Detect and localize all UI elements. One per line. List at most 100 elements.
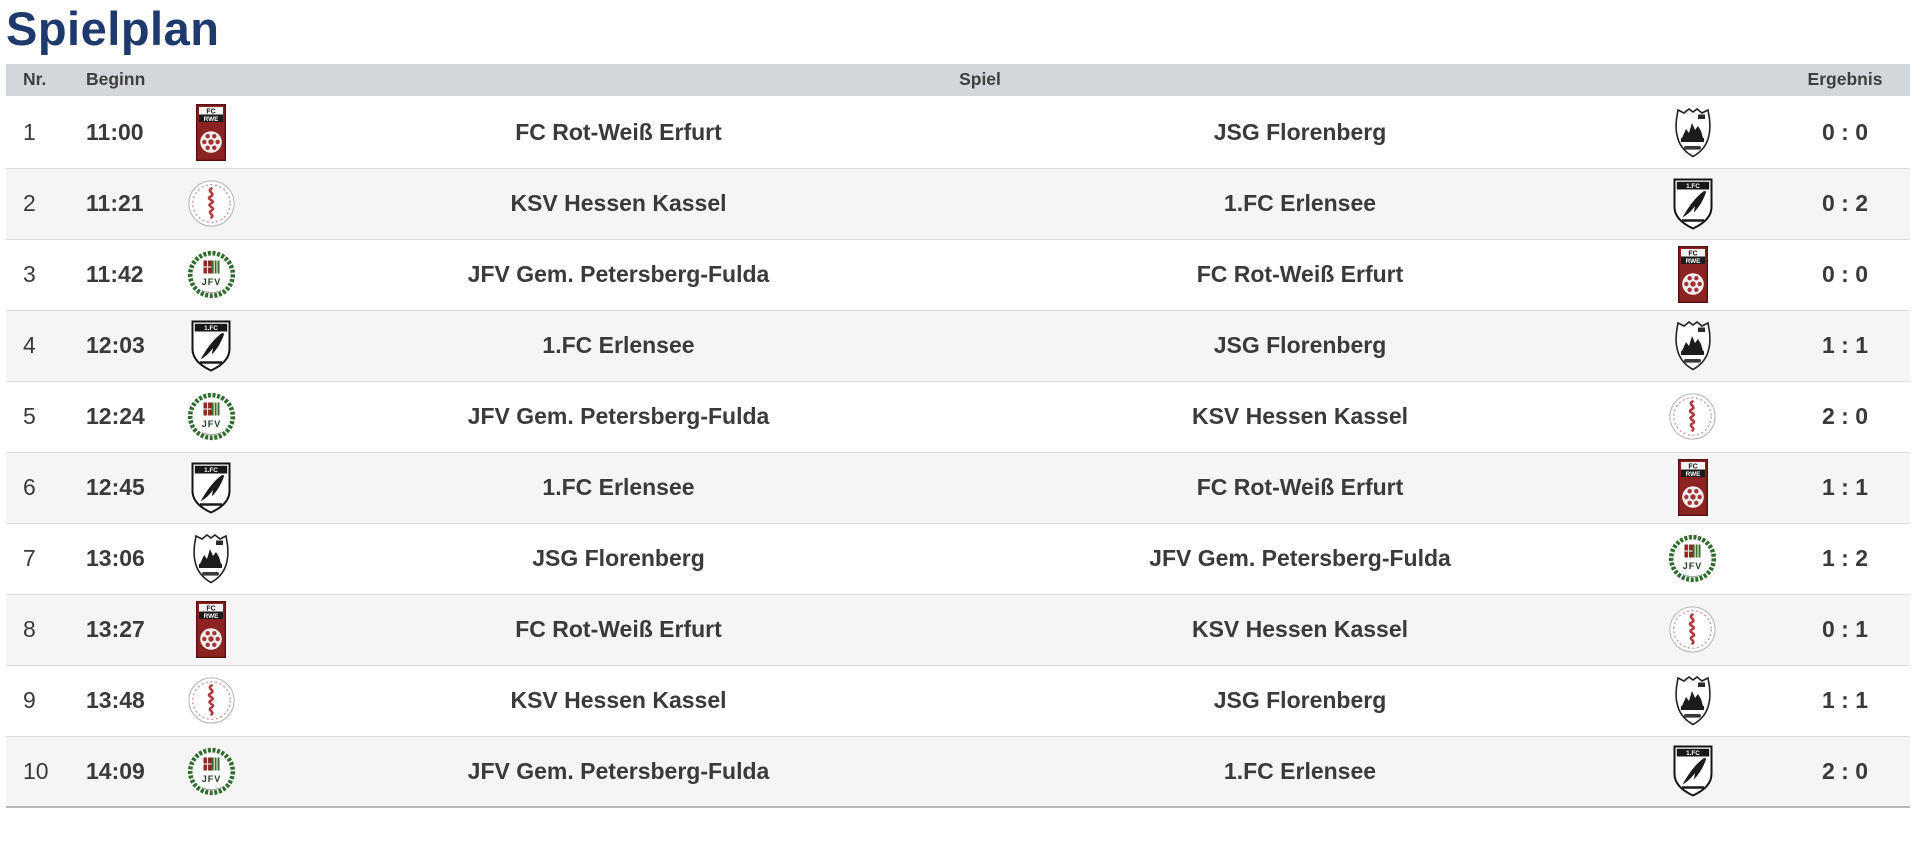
away-team-name: JFV Gem. Petersberg-Fulda: [1149, 545, 1451, 572]
table-row: 2 11:21 KSV Hessen Kassel 1.FC Erlensee …: [6, 168, 1910, 240]
header-ergebnis: Ergebnis: [1807, 69, 1883, 90]
home-team-name: KSV Hessen Kassel: [510, 687, 727, 714]
table-row: 4 12:03 1.FC 1.FC Erlensee JSG Florenber…: [6, 310, 1910, 382]
svg-text:1.FC: 1.FC: [1686, 750, 1700, 757]
table-header: Nr. Beginn Spiel Ergebnis: [6, 63, 1910, 98]
match-score: 1 : 2: [1821, 545, 1869, 572]
table-body: 1 11:00 FC RWE FC Rot-Weiß Erfurt JSG Flo…: [6, 97, 1910, 808]
svg-text:RWE: RWE: [1685, 471, 1701, 478]
match-score: 2 : 0: [1821, 757, 1869, 784]
away-team-name: 1.FC Erlensee: [1223, 757, 1377, 784]
match-time: 11:42: [86, 261, 144, 288]
home-team-name: JFV Gem. Petersberg-Fulda: [467, 757, 770, 784]
svg-text:1.FC: 1.FC: [1686, 183, 1700, 190]
away-team-badge-icon: [1605, 393, 1780, 440]
match-number: 2: [23, 190, 36, 217]
table-row: 9 13:48 KSV Hessen Kassel JSG Florenberg…: [6, 665, 1910, 737]
header-beginn: Beginn: [86, 69, 146, 90]
match-number: 4: [23, 332, 36, 359]
match-score: 2 : 0: [1821, 403, 1869, 430]
match-score: 0 : 1: [1821, 616, 1869, 643]
home-team-badge-icon: [180, 180, 242, 227]
match-score: 1 : 1: [1821, 687, 1869, 714]
home-team-name: FC Rot-Weiß Erfurt: [515, 119, 722, 146]
svg-text:RWE: RWE: [204, 116, 220, 123]
away-team-name: KSV Hessen Kassel: [1191, 616, 1409, 643]
page-title: Spielplan: [6, 2, 220, 55]
away-team-name: JSG Florenberg: [1213, 119, 1387, 146]
home-team-badge-icon: JFV: [180, 747, 242, 796]
home-team-badge-icon: JFV: [180, 392, 242, 441]
away-team-badge-icon: [1605, 606, 1780, 653]
away-team-name: KSV Hessen Kassel: [1191, 403, 1409, 430]
away-team-name: FC Rot-Weiß Erfurt: [1196, 474, 1404, 501]
match-score: 0 : 2: [1821, 190, 1869, 217]
match-score: 0 : 0: [1821, 119, 1869, 146]
header-nr: Nr.: [23, 69, 47, 90]
home-team-badge-icon: JFV: [180, 250, 242, 299]
match-time: 12:03: [86, 332, 145, 359]
match-score: 1 : 1: [1821, 474, 1869, 501]
table-row: 1 11:00 FC RWE FC Rot-Weiß Erfurt JSG Flo…: [6, 97, 1910, 169]
svg-text:1.FC: 1.FC: [204, 325, 218, 332]
away-team-name: JSG Florenberg: [1213, 332, 1387, 359]
table-row: 5 12:24 JFV JFV Gem. Petersberg-Fulda KS…: [6, 381, 1910, 453]
svg-text:JFV: JFV: [201, 419, 221, 429]
match-time: 12:45: [86, 474, 145, 501]
table-row: 3 11:42 JFV JFV Gem. Petersberg-Fulda FC…: [6, 239, 1910, 311]
match-number: 3: [23, 261, 36, 288]
match-number: 7: [23, 545, 36, 572]
match-time: 13:48: [86, 687, 145, 714]
home-team-name: 1.FC Erlensee: [542, 332, 695, 359]
match-time: 14:09: [86, 757, 145, 784]
away-team-badge-icon: 1.FC: [1605, 743, 1780, 799]
home-team-badge-icon: [180, 677, 242, 724]
away-team-badge-icon: JFV: [1605, 534, 1780, 583]
home-team-badge-icon: 1.FC: [180, 318, 242, 374]
away-team-name: JSG Florenberg: [1213, 687, 1387, 714]
svg-text:RWE: RWE: [204, 613, 220, 620]
table-row: 8 13:27 FC RWE FC Rot-Weiß Erfurt KSV Hes…: [6, 594, 1910, 666]
away-team-badge-icon: FC RWE: [1605, 459, 1780, 517]
page: Spielplan Nr. Beginn Spiel Ergebnis 1 11…: [6, 2, 1910, 808]
away-team-badge-icon: [1605, 318, 1780, 374]
match-score: 1 : 1: [1821, 332, 1869, 359]
header-spiel: Spiel: [959, 69, 1001, 90]
away-team-badge-icon: [1605, 673, 1780, 729]
home-team-badge-icon: 1.FC: [180, 460, 242, 516]
match-time: 12:24: [86, 403, 145, 430]
away-team-name: 1.FC Erlensee: [1223, 190, 1377, 217]
home-team-name: KSV Hessen Kassel: [510, 190, 727, 217]
svg-text:FC: FC: [206, 109, 215, 116]
away-team-badge-icon: [1605, 105, 1780, 161]
svg-text:FC: FC: [206, 606, 215, 613]
svg-text:JFV: JFV: [201, 277, 221, 287]
away-team-badge-icon: 1.FC: [1605, 176, 1780, 232]
home-team-name: JFV Gem. Petersberg-Fulda: [467, 261, 770, 288]
home-team-name: 1.FC Erlensee: [542, 474, 695, 501]
match-time: 11:00: [86, 119, 144, 146]
svg-text:FC: FC: [1688, 464, 1697, 471]
match-time: 13:27: [86, 616, 145, 643]
svg-text:JFV: JFV: [201, 774, 221, 784]
home-team-name: FC Rot-Weiß Erfurt: [515, 616, 722, 643]
svg-text:1.FC: 1.FC: [204, 467, 218, 474]
away-team-badge-icon: FC RWE: [1605, 246, 1780, 304]
home-team-name: JSG Florenberg: [532, 545, 705, 572]
match-number: 5: [23, 403, 36, 430]
table-row: 10 14:09 JFV JFV Gem. Petersberg-Fulda 1…: [6, 736, 1910, 808]
match-number: 10: [23, 757, 49, 784]
away-team-name: FC Rot-Weiß Erfurt: [1196, 261, 1404, 288]
home-team-badge-icon: [180, 531, 242, 587]
match-number: 8: [23, 616, 36, 643]
table-row: 6 12:45 1.FC 1.FC Erlensee FC Rot-Weiß E…: [6, 452, 1910, 524]
home-team-badge-icon: FC RWE: [180, 104, 242, 162]
match-time: 11:21: [86, 190, 144, 217]
match-time: 13:06: [86, 545, 145, 572]
svg-text:FC: FC: [1688, 251, 1697, 258]
match-number: 6: [23, 474, 36, 501]
match-number: 1: [23, 119, 36, 146]
table-row: 7 13:06 JSG Florenberg JFV Gem. Petersbe…: [6, 523, 1910, 595]
schedule-table: Nr. Beginn Spiel Ergebnis 1 11:00 FC RWE …: [6, 63, 1910, 808]
home-team-badge-icon: FC RWE: [180, 601, 242, 659]
